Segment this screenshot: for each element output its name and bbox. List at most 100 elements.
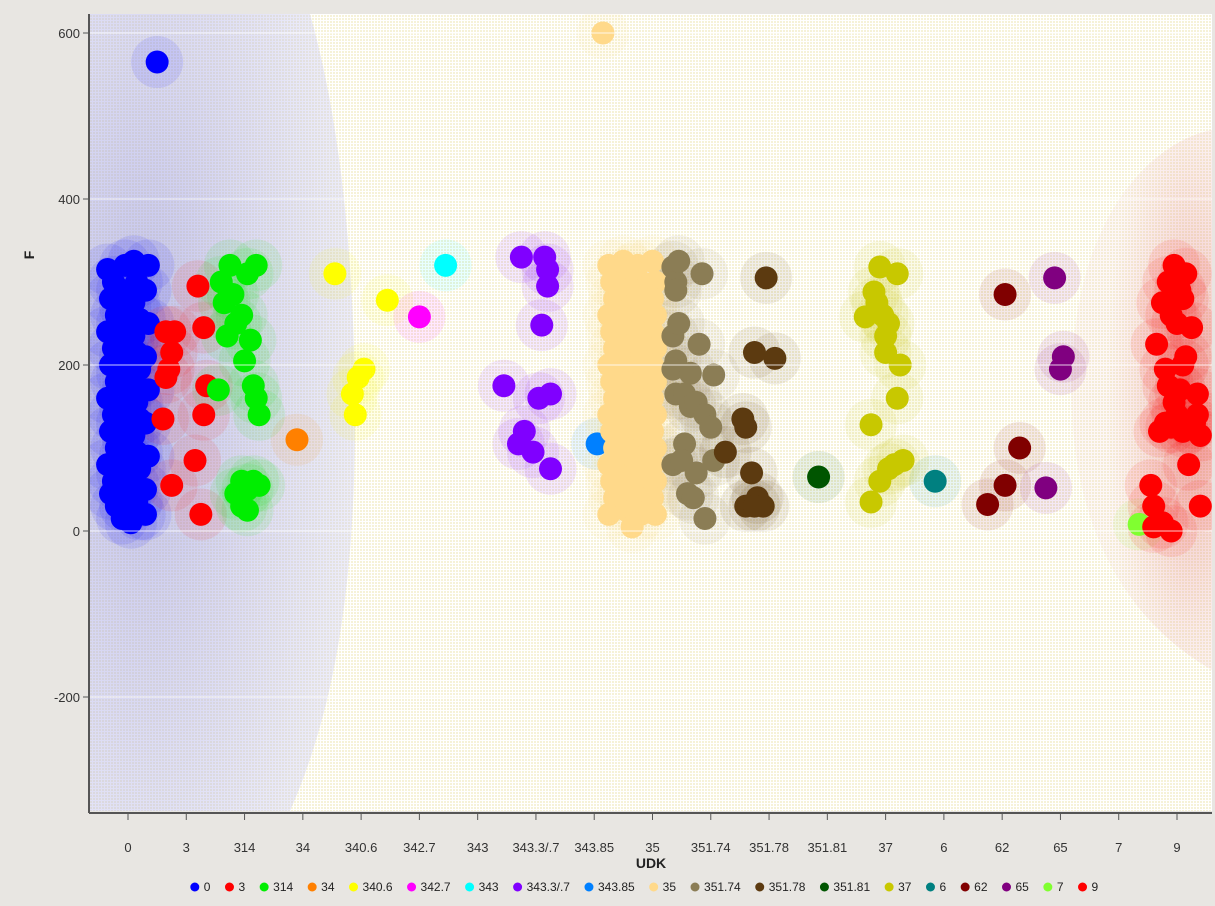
data-point-series-18[interactable] <box>1174 345 1198 369</box>
data-point-series-0[interactable] <box>136 444 160 468</box>
data-point-series-18[interactable] <box>1180 316 1204 340</box>
data-point-series-11[interactable] <box>763 346 787 370</box>
data-point-series-1[interactable] <box>189 502 213 526</box>
data-point-series-13[interactable] <box>891 448 915 472</box>
data-point-series-14[interactable] <box>923 469 947 493</box>
data-point-series-18[interactable] <box>1177 453 1201 477</box>
data-point-series-11[interactable] <box>742 341 766 365</box>
data-point-series-0[interactable] <box>133 502 157 526</box>
data-point-series-18[interactable] <box>1174 262 1198 286</box>
data-point-series-10[interactable] <box>687 332 711 356</box>
data-point-series-7[interactable] <box>536 258 560 282</box>
data-point-series-10[interactable] <box>681 486 705 510</box>
data-point-series-10[interactable] <box>690 262 714 286</box>
x-tick-label: 340.6 <box>345 840 378 855</box>
data-point-series-18[interactable] <box>1188 494 1212 518</box>
data-point-series-10[interactable] <box>693 507 717 531</box>
data-point-series-0[interactable] <box>136 378 160 402</box>
data-point-series-2[interactable] <box>215 324 239 348</box>
data-point-series-18[interactable] <box>1185 403 1209 427</box>
data-point-series-0[interactable] <box>133 411 157 435</box>
data-point-series-2[interactable] <box>247 403 271 427</box>
data-point-series-1[interactable] <box>160 473 184 497</box>
data-point-series-18[interactable] <box>1171 287 1195 311</box>
data-point-series-2[interactable] <box>218 253 242 277</box>
data-point-series-2[interactable] <box>233 349 257 373</box>
data-point-series-2[interactable] <box>244 253 268 277</box>
data-point-series-13[interactable] <box>885 262 909 286</box>
data-point-series-5[interactable] <box>407 305 431 329</box>
data-point-series-11[interactable] <box>740 461 764 485</box>
data-point-series-7[interactable] <box>492 374 516 398</box>
data-point-series-15[interactable] <box>976 492 1000 516</box>
data-point-series-11[interactable] <box>731 407 755 431</box>
data-point-series-16[interactable] <box>1043 266 1067 290</box>
data-point-series-1[interactable] <box>192 403 216 427</box>
data-point-series-10[interactable] <box>667 249 691 273</box>
data-point-series-4[interactable] <box>352 357 376 381</box>
data-point-series-13[interactable] <box>859 413 883 437</box>
data-point-series-1[interactable] <box>151 407 175 431</box>
data-point-series-12[interactable] <box>807 465 831 489</box>
data-point-series-7[interactable] <box>509 245 533 269</box>
data-point-series-10[interactable] <box>684 461 708 485</box>
data-point-series-15[interactable] <box>1008 436 1032 460</box>
data-point-series-18[interactable] <box>1188 424 1212 448</box>
data-point-series-13[interactable] <box>885 386 909 410</box>
data-point-series-10[interactable] <box>667 312 691 335</box>
data-point-series-9[interactable] <box>620 258 644 282</box>
data-point-series-7[interactable] <box>539 382 563 406</box>
data-point-series-7[interactable] <box>536 274 560 298</box>
data-point-series-11[interactable] <box>754 266 778 290</box>
data-point-series-2[interactable] <box>230 303 254 327</box>
data-point-series-0[interactable] <box>145 50 169 74</box>
data-point-series-1[interactable] <box>163 320 187 344</box>
data-point-series-1[interactable] <box>186 274 210 298</box>
data-point-series-0[interactable] <box>133 345 157 369</box>
data-point-series-2[interactable] <box>238 328 262 352</box>
data-point-series-0[interactable] <box>136 253 160 277</box>
data-point-series-10[interactable] <box>678 361 702 385</box>
data-point-series-1[interactable] <box>183 448 207 472</box>
data-point-series-18[interactable] <box>1139 473 1163 497</box>
data-point-series-13[interactable] <box>859 490 883 514</box>
data-point-series-13[interactable] <box>868 255 892 279</box>
data-point-series-2[interactable] <box>247 473 271 497</box>
data-point-series-18[interactable] <box>1168 378 1192 402</box>
data-point-series-2[interactable] <box>221 282 245 306</box>
data-point-series-13[interactable] <box>877 312 901 335</box>
data-point-series-15[interactable] <box>993 473 1017 497</box>
data-point-series-10[interactable] <box>661 357 685 381</box>
x-tick-label: 314 <box>234 840 256 855</box>
data-point-series-4[interactable] <box>343 403 367 427</box>
data-point-series-9[interactable] <box>620 444 644 468</box>
data-point-series-10[interactable] <box>664 278 688 302</box>
data-point-series-9[interactable] <box>597 502 621 526</box>
data-point-series-7[interactable] <box>521 440 545 464</box>
data-point-series-1[interactable] <box>154 365 178 389</box>
data-point-series-0[interactable] <box>133 278 157 302</box>
data-point-series-2[interactable] <box>206 378 230 402</box>
data-point-series-9[interactable] <box>620 515 644 539</box>
data-point-series-10[interactable] <box>699 415 723 439</box>
data-point-series-2[interactable] <box>235 498 259 522</box>
data-point-series-6[interactable] <box>434 253 458 277</box>
data-point-series-0[interactable] <box>133 478 157 501</box>
data-point-series-1[interactable] <box>192 316 216 340</box>
data-point-series-3[interactable] <box>285 428 309 452</box>
data-point-series-18[interactable] <box>1145 332 1169 356</box>
data-point-series-16[interactable] <box>1048 357 1072 381</box>
data-point-series-4[interactable] <box>323 262 347 286</box>
data-point-series-7[interactable] <box>530 313 554 337</box>
data-point-series-18[interactable] <box>1185 382 1209 406</box>
data-point-series-0[interactable] <box>136 312 160 335</box>
data-point-series-16[interactable] <box>1034 476 1058 500</box>
data-point-series-9[interactable] <box>641 249 664 273</box>
data-point-series-15[interactable] <box>993 282 1017 306</box>
data-point-series-7[interactable] <box>539 457 563 481</box>
data-point-series-4[interactable] <box>375 288 399 312</box>
data-point-series-11[interactable] <box>713 440 737 464</box>
data-point-series-10[interactable] <box>702 363 726 387</box>
data-point-series-11[interactable] <box>742 494 766 518</box>
data-point-series-9[interactable] <box>643 502 667 526</box>
